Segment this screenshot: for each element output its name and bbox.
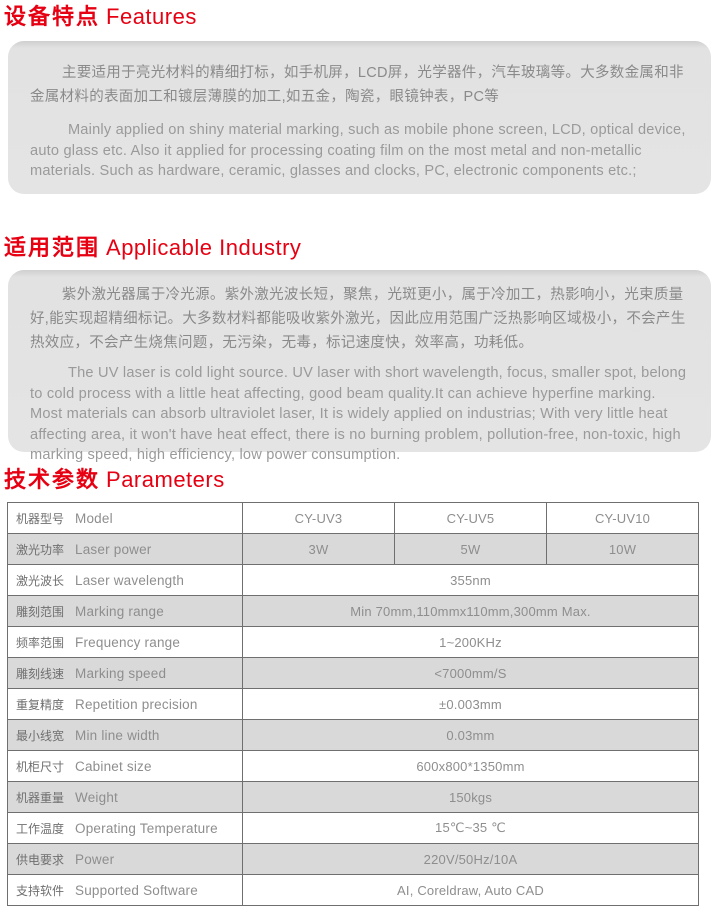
spec-value-cell: 5W <box>394 533 547 565</box>
spec-label-cell: 支持软件 Supported Software <box>7 874 243 906</box>
spec-label-zh: 激光功率 <box>16 542 65 557</box>
industry-section-title: 适用范围 Applicable Industry <box>4 235 720 261</box>
table-row-weight: 机器重量 Weight 150kgs <box>7 781 699 813</box>
industry-paragraph-zh: 紫外激光器属于冷光源。紫外激光波长短，聚焦，光斑更小，属于冷加工，热影响小，光束… <box>30 287 686 351</box>
features-panel: 主要适用于亮光材料的精细打标，如手机屏，LCD屏，光学器件，汽车玻璃等。大多数金… <box>8 41 711 194</box>
spec-label-cell: 供电要求 Power <box>7 843 243 875</box>
spec-label-en: Weight <box>75 789 118 805</box>
spec-label-en: Frequency range <box>75 634 181 650</box>
industry-paragraph-en: The UV laser is cold light source. UV la… <box>30 365 687 463</box>
spec-label-zh: 重复精度 <box>16 697 65 712</box>
table-row-power-supply: 供电要求 Power 220V/50Hz/10A <box>7 843 699 875</box>
spec-value-cell: 1~200KHz <box>242 626 699 658</box>
spec-label-en: Operating Temperature <box>75 820 218 836</box>
spec-label-zh: 激光波长 <box>16 573 65 588</box>
spec-value-cell: 0.03mm <box>242 719 699 751</box>
table-row-laser-power: 激光功率 Laser power 3W 5W 10W <box>7 533 699 565</box>
table-row-marking-speed: 雕刻线速 Marking speed <7000mm/S <box>7 657 699 689</box>
spec-label-en: Laser wavelength <box>75 572 185 588</box>
features-title-zh: 设备特点 <box>4 4 101 29</box>
spec-value-cell: ±0.003mm <box>242 688 699 720</box>
industry-title-en: Applicable Industry <box>106 235 302 260</box>
spec-value-cell: 10W <box>546 533 699 565</box>
spec-value-cell: AI, Coreldraw, Auto CAD <box>242 874 699 906</box>
spec-label-en: Power <box>75 851 115 867</box>
spec-label-zh: 供电要求 <box>16 852 65 867</box>
parameters-table: 机器型号 Model CY-UV3 CY-UV5 CY-UV10 激光功率 Lase… <box>7 502 699 906</box>
spec-label-cell: 激光功率 Laser power <box>7 533 243 565</box>
parameters-title-zh: 技术参数 <box>4 467 101 492</box>
spec-label-cell: 雕刻范围 Marking range <box>7 595 243 627</box>
table-row-supported-software: 支持软件 Supported Software AI, Coreldraw, Au… <box>7 874 699 906</box>
features-paragraph-zh: 主要适用于亮光材料的精细打标，如手机屏，LCD屏，光学器件，汽车玻璃等。大多数金… <box>30 65 684 105</box>
spec-label-zh: 频率范围 <box>16 635 65 650</box>
parameters-section-title: 技术参数 Parameters <box>4 467 720 493</box>
spec-value-cell: 220V/50Hz/10A <box>242 843 699 875</box>
spec-label-cell: 机柜尺寸 Cabinet size <box>7 750 243 782</box>
spec-label-zh: 雕刻范围 <box>16 604 65 619</box>
industry-panel: 紫外激光器属于冷光源。紫外激光波长短，聚焦，光斑更小，属于冷加工，热影响小，光束… <box>8 270 711 463</box>
spec-label-en: Marking range <box>75 603 164 619</box>
spec-label-zh: 机柜尺寸 <box>16 759 65 774</box>
spec-label-zh: 机器型号 <box>16 511 65 526</box>
table-row-cabinet-size: 机柜尺寸 Cabinet size 600x800*1350mm <box>7 750 699 782</box>
table-row-repetition-precision: 重复精度 Repetition precision ±0.003mm <box>7 688 699 720</box>
table-row-operating-temperature: 工作温度 Operating Temperature 15℃~35 ℃ <box>7 812 699 844</box>
spec-value-cell: Min 70mm,110mmx110mm,300mm Max. <box>242 595 699 627</box>
spec-label-cell: 重复精度 Repetition precision <box>7 688 243 720</box>
features-paragraph-en: Mainly applied on shiny material marking… <box>30 122 686 179</box>
table-row-wavelength: 激光波长 Laser wavelength 355nm <box>7 564 699 596</box>
spec-label-cell: 机器重量 Weight <box>7 781 243 813</box>
table-row-min-line-width: 最小线宽 Min line width 0.03mm <box>7 719 699 751</box>
features-section-title: 设备特点 Features <box>4 0 720 30</box>
spec-value-cell: CY-UV10 <box>546 502 699 534</box>
spec-label-zh: 工作温度 <box>16 821 65 836</box>
spec-value-cell: 3W <box>242 533 395 565</box>
spec-label-cell: 雕刻线速 Marking speed <box>7 657 243 689</box>
spec-value-cell: <7000mm/S <box>242 657 699 689</box>
spec-label-en: Marking speed <box>75 665 167 681</box>
industry-title-zh: 适用范围 <box>4 235 101 260</box>
table-row-marking-range: 雕刻范围 Marking range Min 70mm,110mmx110mm,3… <box>7 595 699 627</box>
parameters-title-en: Parameters <box>106 467 225 492</box>
spec-label-en: Min line width <box>75 727 160 743</box>
spec-value-cell: 150kgs <box>242 781 699 813</box>
spec-label-cell: 最小线宽 Min line width <box>7 719 243 751</box>
spec-value-cell: CY-UV3 <box>242 502 395 534</box>
spec-value-cell: 355nm <box>242 564 699 596</box>
spec-label-cell: 机器型号 Model <box>7 502 243 534</box>
table-row-model: 机器型号 Model CY-UV3 CY-UV5 CY-UV10 <box>7 502 699 534</box>
spec-label-en: Model <box>75 510 113 526</box>
spec-label-en: Cabinet size <box>75 758 152 774</box>
table-row-frequency-range: 频率范围 Frequency range 1~200KHz <box>7 626 699 658</box>
spec-label-zh: 雕刻线速 <box>16 666 65 681</box>
features-title-en: Features <box>106 4 197 29</box>
spec-label-en: Repetition precision <box>75 696 198 712</box>
spec-label-cell: 激光波长 Laser wavelength <box>7 564 243 596</box>
spec-label-en: Supported Software <box>75 882 198 898</box>
spec-value-cell: CY-UV5 <box>394 502 547 534</box>
spec-label-zh: 支持软件 <box>16 883 65 898</box>
spec-label-cell: 频率范围 Frequency range <box>7 626 243 658</box>
spec-value-cell: 600x800*1350mm <box>242 750 699 782</box>
spec-label-cell: 工作温度 Operating Temperature <box>7 812 243 844</box>
spec-label-zh: 机器重量 <box>16 790 65 805</box>
spec-label-en: Laser power <box>75 541 152 557</box>
spec-value-cell: 15℃~35 ℃ <box>242 812 699 844</box>
spec-label-zh: 最小线宽 <box>16 728 65 743</box>
